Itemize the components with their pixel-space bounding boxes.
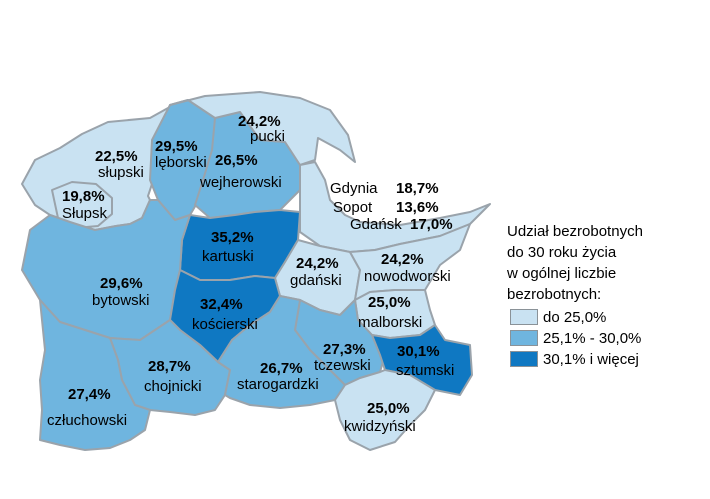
sztumski-value: 30,1% — [397, 343, 440, 360]
starogardzki-value: 26,7% — [260, 360, 303, 377]
sopot-name: Sopot — [333, 199, 373, 216]
gdanski-name: gdański — [290, 272, 342, 289]
gdynia-name: Gdynia — [330, 180, 378, 197]
sopot-value: 13,6% — [396, 199, 439, 216]
kwidzynski-value: 25,0% — [367, 400, 410, 417]
legend-item-mid: 25,1% - 30,0% — [510, 329, 641, 347]
gdanski-value: 24,2% — [296, 255, 339, 272]
gdansk-value: 17,0% — [410, 216, 453, 233]
slupski-name: słupski — [98, 164, 144, 181]
slupsk-value: 19,8% — [62, 188, 105, 205]
legend-label-mid: 25,1% - 30,0% — [543, 329, 642, 347]
czluchowski-name: człuchowski — [47, 412, 127, 429]
leborski-value: 29,5% — [155, 138, 198, 155]
region-kwidzynski[interactable] — [334, 369, 436, 451]
bytowski-value: 29,6% — [100, 275, 143, 292]
nowodworski-value: 24,2% — [381, 251, 424, 268]
pucki-name: pucki — [250, 128, 285, 145]
bytowski-name: bytowski — [92, 292, 150, 309]
region-czluchowski[interactable] — [39, 299, 151, 451]
czluchowski-value: 27,4% — [68, 386, 111, 403]
slupsk-name: Słupsk — [62, 205, 108, 222]
malborski-value: 25,0% — [368, 294, 411, 311]
gdansk-name: Gdańsk — [350, 216, 402, 233]
malborski-name: malborski — [358, 314, 422, 331]
legend-swatch-high — [510, 351, 538, 367]
pucki-value: 24,2% — [238, 113, 281, 130]
kwidzynski-name: kwidzyński — [344, 418, 416, 435]
slupski-value: 22,5% — [95, 148, 138, 165]
sztumski-name: sztumski — [396, 362, 454, 379]
koscierski-name: kościerski — [192, 316, 258, 333]
legend-item-low: do 25,0% — [510, 308, 606, 326]
legend-title: Udział bezrobotnych do 30 roku życia w o… — [507, 223, 643, 303]
legend-swatch-mid — [510, 330, 538, 346]
leborski-name: lęborski — [155, 154, 207, 171]
legend-swatch-low — [510, 309, 538, 325]
tczewski-value: 27,3% — [323, 341, 366, 358]
region-pucki[interactable] — [169, 91, 356, 166]
wejherowski-value: 26,5% — [215, 152, 258, 169]
tczewski-name: tczewski — [314, 357, 371, 374]
nowodworski-name: nowodworski — [364, 268, 451, 285]
wejherowski-name: wejherowski — [199, 174, 282, 191]
starogardzki-name: starogardzki — [237, 376, 319, 393]
kartuski-name: kartuski — [202, 248, 254, 265]
gdynia-value: 18,7% — [396, 180, 439, 197]
legend-label-high: 30,1% i więcej — [543, 350, 639, 368]
region-starogardzki[interactable] — [217, 295, 346, 409]
legend-item-high: 30,1% i więcej — [510, 350, 639, 368]
legend-label-low: do 25,0% — [543, 308, 607, 326]
chojnicki-value: 28,7% — [148, 358, 191, 375]
koscierski-value: 32,4% — [200, 296, 243, 313]
kartuski-value: 35,2% — [211, 229, 254, 246]
chojnicki-name: chojnicki — [144, 378, 202, 395]
